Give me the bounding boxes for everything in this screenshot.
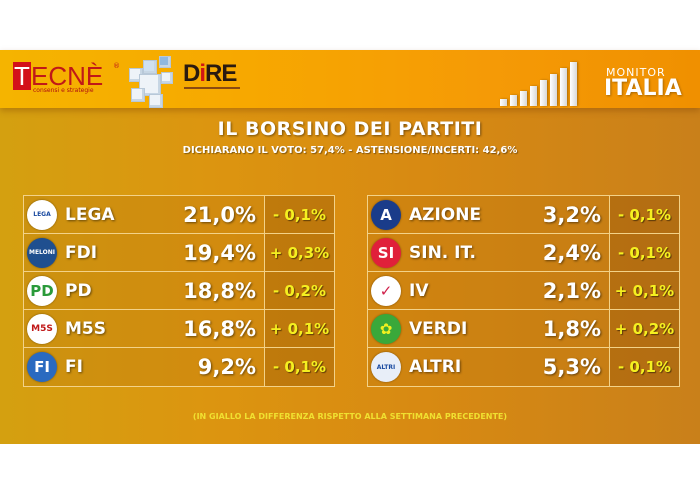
party-cell: FI FI 9,2% [24, 348, 264, 386]
party-delta: - 0,1% [264, 196, 334, 233]
monitor-italia-logo: MONITOR ITALIA [498, 62, 688, 108]
right-party-table: A AZIONE 3,2% - 0,1% SI SIN. IT. 2,4% - 0,1% ✓ IV… [367, 195, 680, 387]
party-logo-icon: ALTRI [371, 352, 401, 382]
party-delta: + 0,2% [609, 310, 679, 347]
dire-subline [184, 87, 240, 89]
party-cell: SI SIN. IT. 2,4% [368, 234, 609, 271]
party-logo-icon: ✿ [371, 313, 401, 344]
party-name: M5S [65, 318, 106, 339]
party-cell: PD PD 18,8% [24, 272, 264, 309]
party-cell: ALTRI ALTRI 5,3% [368, 348, 609, 386]
party-percentage: 18,8% [183, 278, 256, 303]
tecne-tagline: consensi e strategie [33, 87, 94, 94]
party-delta: + 0,1% [609, 272, 679, 309]
party-percentage: 1,8% [542, 316, 601, 341]
party-cell: A AZIONE 3,2% [368, 196, 609, 233]
monitor-label: MONITOR [606, 66, 666, 79]
party-logo-icon: PD [27, 275, 57, 306]
party-logo-icon: M5S [27, 313, 57, 344]
party-logo-icon: SI [371, 237, 401, 268]
party-logo-icon: MELONI [27, 237, 57, 268]
bar-chart-icon [498, 62, 580, 106]
table-row: A AZIONE 3,2% - 0,1% [368, 196, 679, 234]
party-name: IV [409, 280, 429, 301]
party-delta: - 0,1% [609, 196, 679, 233]
party-cell: MELONI FDI 19,4% [24, 234, 264, 271]
party-cell: LEGA LEGA 21,0% [24, 196, 264, 233]
cubes-logo-icon [125, 56, 175, 108]
party-percentage: 16,8% [183, 316, 256, 341]
party-delta: + 0,3% [264, 234, 334, 271]
party-delta: - 0,1% [264, 348, 334, 386]
party-cell: ✿ VERDI 1,8% [368, 310, 609, 347]
tecne-logo-text: ECNÈ [31, 61, 104, 91]
footnote: (IN GIALLO LA DIFFERENZA RISPETTO ALLA S… [192, 412, 508, 421]
party-name: ALTRI [409, 357, 462, 377]
party-name: PD [65, 280, 92, 301]
party-percentage: 2,1% [542, 278, 601, 303]
party-name: FI [65, 357, 83, 377]
party-name: FDI [65, 242, 98, 263]
party-delta: - 0,2% [264, 272, 334, 309]
party-logo-icon: FI [27, 352, 57, 382]
party-percentage: 3,2% [542, 202, 601, 227]
page-title: IL BORSINO DEI PARTITI [217, 118, 483, 140]
left-party-table: LEGA LEGA 21,0% - 0,1% MELONI FDI 19,4% + 0,3% P… [23, 195, 335, 387]
party-cell: ✓ IV 2,1% [368, 272, 609, 309]
party-name: SIN. IT. [409, 242, 476, 263]
header-bar: TECNÈ ® consensi e strategie DiRE [0, 50, 700, 108]
subtitle: DICHIARANO IL VOTO: 57,4% - ASTENSIONE/I… [182, 145, 518, 156]
party-cell: M5S M5S 16,8% [24, 310, 264, 347]
party-delta: - 0,1% [609, 234, 679, 271]
monitor-title: ITALIA [604, 76, 682, 101]
party-percentage: 5,3% [542, 355, 601, 379]
registered-mark: ® [113, 62, 120, 70]
tecne-logo: TECNÈ ® consensi e strategie [13, 61, 120, 94]
table-row: ALTRI ALTRI 5,3% - 0,1% [368, 348, 679, 386]
poll-graphic: TECNÈ ® consensi e strategie DiRE [0, 50, 700, 444]
party-percentage: 19,4% [183, 240, 256, 265]
party-name: VERDI [409, 318, 468, 339]
table-row: M5S M5S 16,8% + 0,1% [24, 310, 334, 348]
table-row: PD PD 18,8% - 0,2% [24, 272, 334, 310]
table-row: ✿ VERDI 1,8% + 0,2% [368, 310, 679, 348]
party-delta: - 0,1% [609, 348, 679, 386]
table-row: LEGA LEGA 21,0% - 0,1% [24, 196, 334, 234]
party-percentage: 21,0% [183, 202, 256, 227]
party-delta: + 0,1% [264, 310, 334, 347]
party-percentage: 9,2% [197, 355, 256, 379]
party-logo-icon: ✓ [371, 275, 401, 306]
dire-logo: DiRE [183, 60, 237, 87]
table-row: ✓ IV 2,1% + 0,1% [368, 272, 679, 310]
table-row: SI SIN. IT. 2,4% - 0,1% [368, 234, 679, 272]
party-name: LEGA [65, 204, 115, 225]
table-row: MELONI FDI 19,4% + 0,3% [24, 234, 334, 272]
tecne-logo-t: T [13, 61, 31, 91]
party-logo-icon: A [371, 199, 401, 230]
party-name: AZIONE [409, 204, 482, 225]
party-percentage: 2,4% [542, 240, 601, 265]
party-logo-icon: LEGA [27, 199, 57, 230]
table-row: FI FI 9,2% - 0,1% [24, 348, 334, 386]
